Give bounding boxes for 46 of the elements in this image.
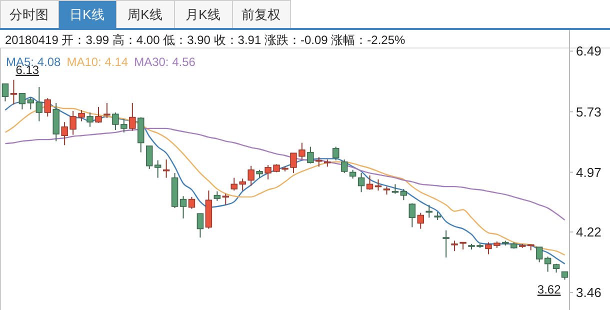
candlestick: [95, 106, 102, 124]
text: 月K线: [186, 7, 220, 22]
y-tick-label: 3.46: [576, 285, 602, 300]
candlestick: [2, 83, 9, 102]
candlestick: [180, 196, 187, 219]
candlestick: [544, 256, 552, 272]
text: 前复权: [242, 7, 280, 22]
candlestick: [332, 146, 340, 161]
candlestick: [18, 92, 26, 110]
candlestick: [451, 240, 458, 252]
candlestick: [222, 193, 230, 206]
candlestick: [536, 246, 543, 263]
candlestick: [248, 165, 254, 186]
line-series: [4, 128, 566, 221]
text: MA30: 4.56: [134, 55, 196, 69]
candlestick: [129, 102, 136, 132]
candlestick: [316, 156, 322, 168]
candlestick: [307, 146, 314, 164]
text: 分时图: [10, 7, 48, 22]
candlestick: [442, 230, 450, 258]
y-tick-label: 5.73: [576, 104, 602, 120]
candlestick: [27, 96, 34, 110]
candlestick: [417, 212, 424, 230]
candlestick: [400, 188, 408, 201]
candlestick: [44, 98, 51, 117]
candlestick: [10, 79, 18, 106]
candlestick: [104, 102, 110, 119]
text: MA10: 4.14: [66, 55, 128, 69]
candlestick: [86, 112, 94, 128]
candlestick: [36, 86, 43, 122]
candlestick: [366, 174, 374, 190]
chart-subtitle: 20180419 开：3.99 高：4.00 低：3.90 收：3.91 涨跌：-0.09 涨幅：-2.25%: [5, 33, 406, 47]
candlestick: [408, 202, 416, 228]
y-tick-label: 6.49: [576, 44, 602, 59]
text: 日K线: [70, 7, 104, 22]
candlestick: [146, 145, 153, 170]
y-tick-label: 4.22: [576, 224, 602, 240]
y-tick-label: 4.97: [576, 164, 602, 180]
candlestick: [358, 172, 365, 193]
candlestick: [196, 213, 204, 238]
candlestick: [188, 196, 196, 210]
candlestick: [154, 160, 162, 178]
candlestick: [214, 190, 221, 202]
candlestick: [340, 158, 348, 174]
text: 周K线: [128, 7, 162, 22]
annotation: 3.62: [537, 282, 562, 297]
